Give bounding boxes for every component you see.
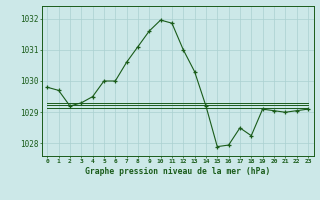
X-axis label: Graphe pression niveau de la mer (hPa): Graphe pression niveau de la mer (hPa) [85,167,270,176]
